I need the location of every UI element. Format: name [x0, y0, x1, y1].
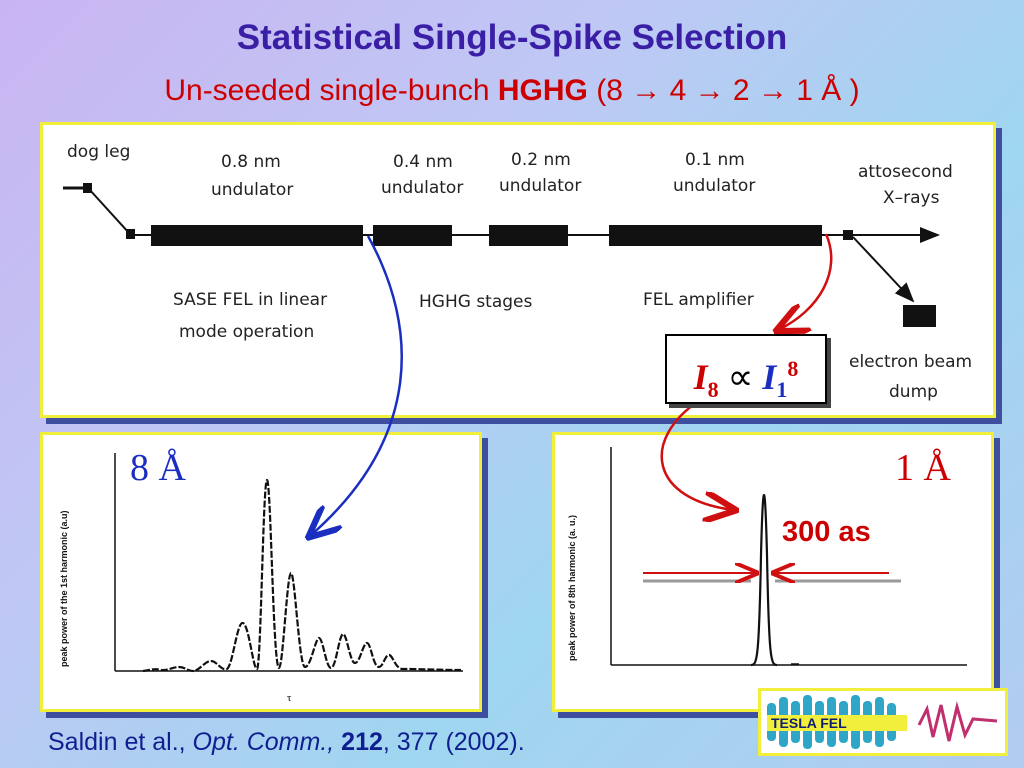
dog-leg-magnet-2 [126, 229, 135, 239]
dump-label-2: dump [889, 382, 938, 402]
label-1a: 1 Å [895, 447, 951, 489]
output-magnet [843, 230, 853, 240]
slide-subtitle: Un-seeded single-bunch HGHG (8 → 4 → 2 →… [0, 74, 1024, 108]
plot-1a-panel: peak power of 8th harmonic (a. u.) [552, 432, 994, 712]
formula-relation: ∝ [727, 357, 754, 397]
und-04-label-2: undulator [381, 178, 463, 198]
beam-dump-block [903, 305, 936, 327]
sase-label-1: SASE FEL in linear [173, 290, 327, 310]
formula-lhs: I [693, 357, 708, 397]
attosecond-label-2: X–rays [883, 188, 940, 208]
sase-label-2: mode operation [179, 322, 314, 342]
und-08-label-2: undulator [211, 180, 293, 200]
citation-volume: 212 [341, 728, 383, 756]
plot-8a-ylabel: peak power of the 1st harmonic (a.u) [59, 510, 69, 667]
formula-box: I8 ∝ I18 [665, 334, 827, 404]
formula-rhs-exp: 8 [787, 356, 799, 381]
logo-text-band [767, 715, 907, 731]
undulator-02nm [489, 225, 568, 246]
dog-leg-label: dog leg [67, 142, 130, 162]
und-01-label-2: undulator [673, 176, 755, 196]
dump-arrow [852, 236, 915, 303]
formula-rhs: I [762, 357, 777, 397]
subtitle-prefix: Un-seeded single-bunch [164, 74, 498, 107]
citation: Saldin et al., Opt. Comm., 212, 377 (200… [48, 728, 525, 757]
plot-8a-trace [142, 478, 462, 673]
logo-wiggle-icon [917, 701, 998, 742]
subtitle-suffix: (8 → 4 → 2 → 1 Å ) [587, 74, 860, 107]
und-02-label-1: 0.2 nm [511, 150, 571, 170]
plot-8a-xlabel: τ [287, 692, 292, 704]
citation-rest: , 377 (2002). [382, 728, 525, 756]
beamline-diagram-panel: dog leg 0.8 nm undulator 0.4 nm undulato… [40, 122, 996, 418]
plot-1a-ylabel: peak power of 8th harmonic (a. u.) [567, 515, 577, 661]
red-arrow-to-1a [660, 398, 734, 510]
label-8a: 8 Å [130, 447, 186, 489]
tesla-fel-logo: TESLA FEL [758, 688, 1008, 756]
undulator-08nm [151, 225, 363, 246]
plot-8a: peak power of the 1st harmonic (a.u) τ [59, 453, 463, 704]
pulse-width-label: 300 as [782, 516, 871, 548]
logo-text: TESLA FEL [771, 715, 847, 731]
beamline-diagram: dog leg 0.8 nm undulator 0.4 nm undulato… [63, 142, 972, 402]
plot-8a-panel: peak power of the 1st harmonic (a.u) τ [40, 432, 482, 712]
dog-leg-magnet-1 [83, 183, 92, 193]
citation-authors: Saldin et al., [48, 728, 193, 756]
slide-title: Statistical Single-Spike Selection [236, 18, 788, 57]
blue-arrow-to-8a [310, 235, 403, 536]
dump-label-1: electron beam [849, 352, 972, 372]
und-01-label-1: 0.1 nm [685, 150, 745, 170]
tesla-fel-logo-graphic: TESLA FEL [767, 695, 998, 749]
fel-amplifier-label: FEL amplifier [643, 290, 754, 310]
attosecond-label-1: attosecond [858, 162, 953, 182]
red-arrow-to-formula [778, 233, 833, 330]
undulator-01nm [609, 225, 822, 246]
undulator-04nm [373, 225, 452, 246]
hghg-stages-label: HGHG stages [419, 292, 533, 312]
und-02-label-2: undulator [499, 176, 581, 196]
subtitle-hghg: HGHG [497, 74, 588, 107]
plot-1a-spike [750, 494, 778, 667]
citation-journal: Opt. Comm., [192, 728, 335, 756]
dog-leg-line [88, 188, 130, 234]
und-04-label-1: 0.4 nm [393, 152, 453, 172]
und-08-label-1: 0.8 nm [221, 152, 281, 172]
plot-1a: peak power of 8th harmonic (a. u.) [567, 447, 967, 667]
formula-lhs-sub: 8 [707, 377, 719, 403]
formula-rhs-sub: 1 [776, 377, 788, 403]
